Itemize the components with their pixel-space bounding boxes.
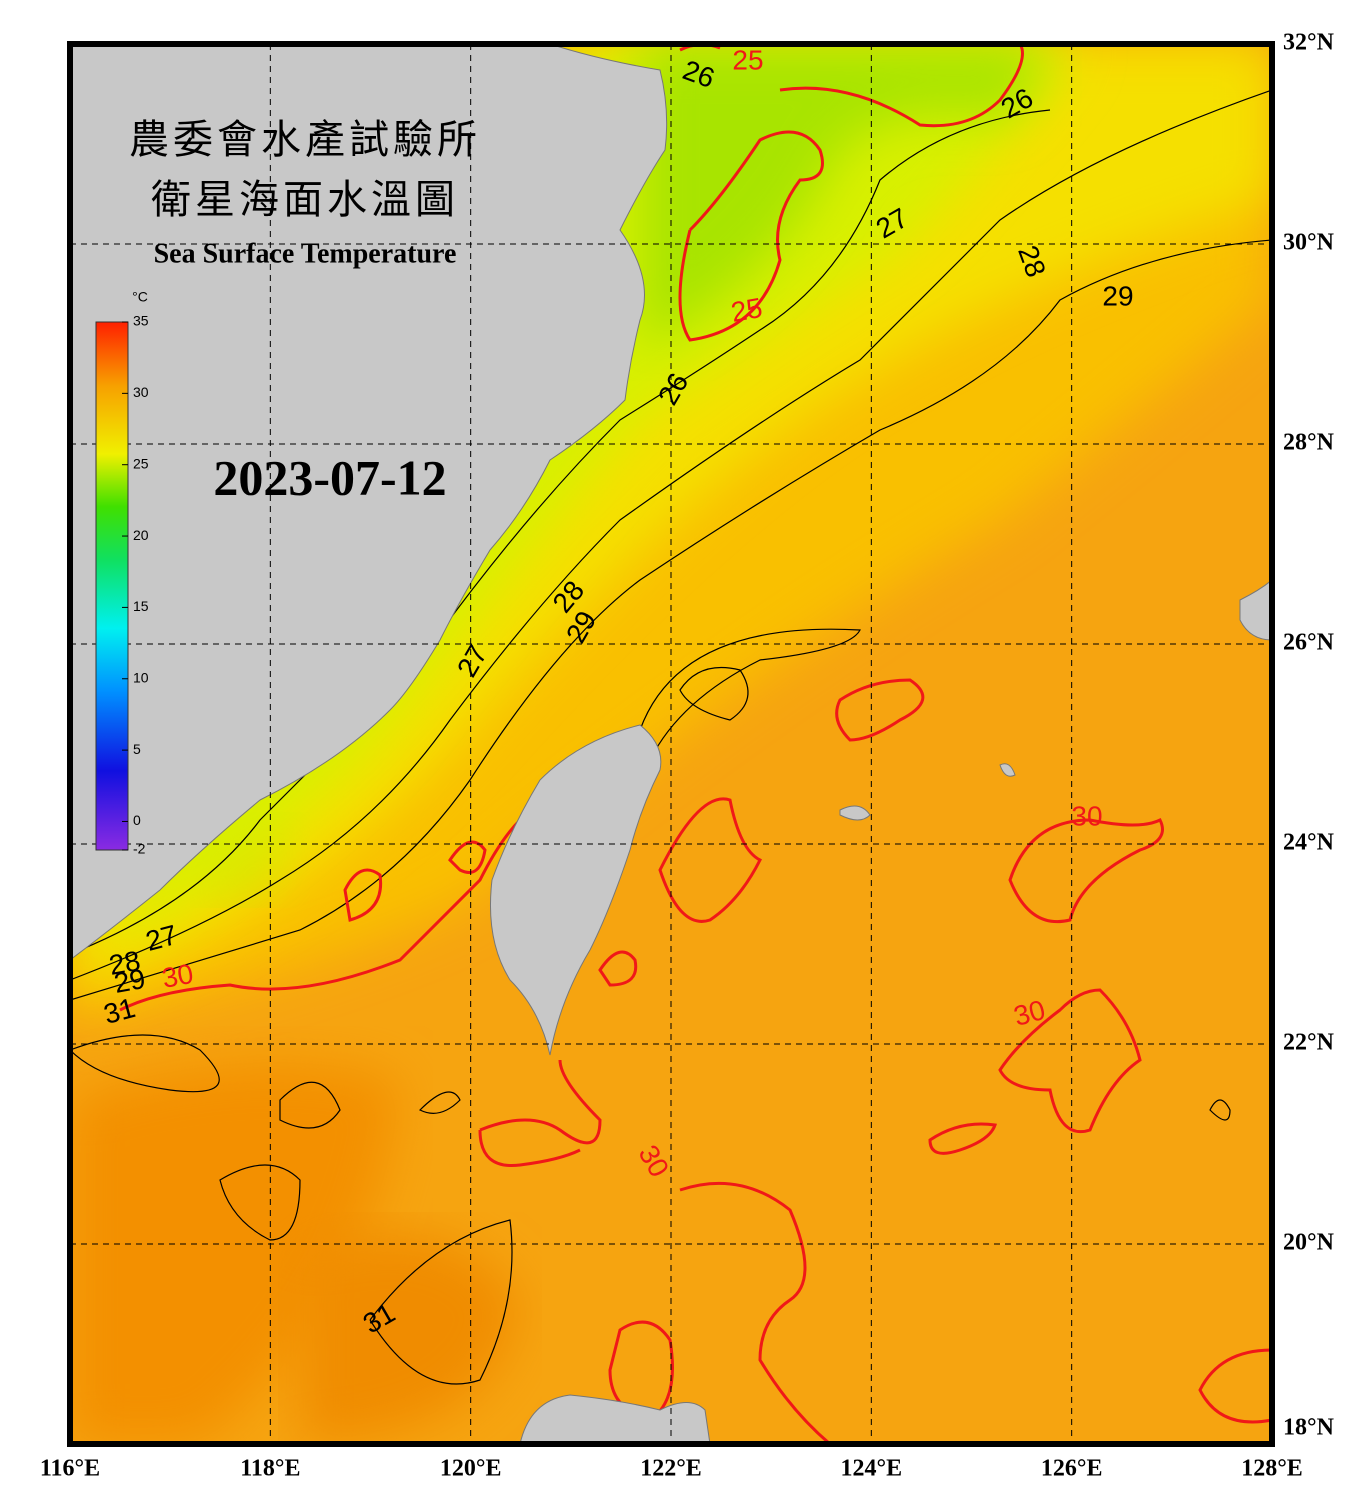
date: 2023-07-12 (213, 449, 446, 505)
contour-label: 28 (107, 945, 143, 981)
lat-label: 32°N (1283, 30, 1335, 56)
lat-label: 22°N (1283, 1030, 1335, 1056)
colorbar (95, 321, 129, 851)
contour-label: 30 (160, 958, 196, 994)
contour-label: 25 (729, 292, 765, 328)
contour-label: 25 (732, 44, 763, 75)
colorbar-tick-label: 10 (133, 669, 149, 685)
lat-label: 26°N (1283, 630, 1335, 656)
colorbar-unit: °C (132, 289, 148, 305)
lat-label: 30°N (1283, 230, 1335, 256)
lat-label: 24°N (1283, 830, 1335, 856)
contour-label: 30 (1071, 800, 1102, 831)
colorbar-tick-label: 20 (133, 527, 149, 543)
lat-label: 18°N (1283, 1415, 1335, 1441)
lon-label: 116°E (40, 1456, 100, 1482)
title-zh-2: 衛星海面水溫圖 (151, 177, 459, 223)
contour-label: 29 (1102, 280, 1133, 311)
lon-label: 126°E (1041, 1456, 1103, 1482)
lon-label: 124°E (841, 1456, 903, 1482)
lon-label: 120°E (440, 1456, 502, 1482)
lon-label: 128°E (1241, 1456, 1303, 1482)
colorbar-tick-label: 0 (133, 812, 141, 828)
lon-label: 118°E (240, 1456, 300, 1482)
lon-label: 122°E (640, 1456, 702, 1482)
title-en: Sea Surface Temperature (154, 238, 457, 269)
colorbar-tick-label: 30 (133, 384, 149, 400)
colorbar-tick-label: -2 (133, 841, 146, 857)
contour-label: 29 (112, 963, 148, 999)
colorbar-tick-label: 25 (133, 455, 149, 471)
lat-label: 28°N (1283, 430, 1335, 456)
colorbar-tick-label: 5 (133, 741, 141, 757)
lat-label: 20°N (1283, 1230, 1335, 1256)
graticule (70, 44, 1272, 1444)
title-zh-1: 農委會水產試驗所 (129, 117, 481, 163)
map-frame (67, 41, 1275, 1447)
colorbar-tick-label: 15 (133, 598, 149, 614)
colorbar-tick-label: 35 (133, 313, 149, 329)
